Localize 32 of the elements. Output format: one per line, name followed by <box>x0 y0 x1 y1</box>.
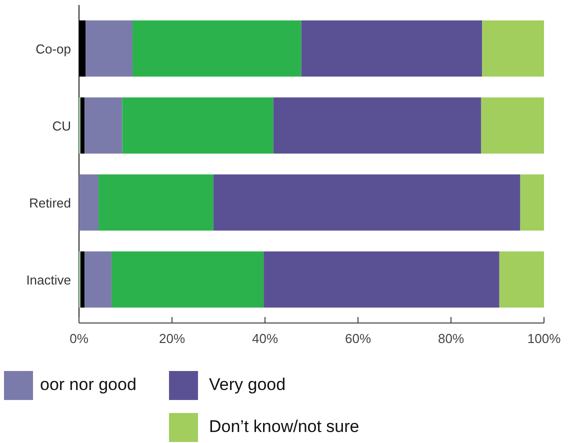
y-tick-label: Retired <box>29 196 71 210</box>
bar <box>122 97 274 154</box>
bar <box>84 97 122 154</box>
y-tick-label: Inactive <box>26 272 71 288</box>
y-tick-label: Co-op <box>36 42 71 57</box>
bar <box>112 251 264 308</box>
x-tick-label: 40% <box>252 331 278 346</box>
bar <box>80 251 85 308</box>
x-tick-label: 20% <box>158 331 186 346</box>
bar <box>79 174 99 231</box>
bar <box>79 20 86 77</box>
bar <box>84 251 112 308</box>
legend-label: Very good <box>209 375 286 394</box>
x-tick-label: 60% <box>344 331 372 346</box>
bar <box>499 251 544 308</box>
x-tick-label: 80% <box>438 331 464 346</box>
bar <box>481 97 544 154</box>
y-tick-label: CU <box>52 118 71 134</box>
legend-label: oor nor good <box>40 375 136 394</box>
bar <box>273 97 482 154</box>
x-tick-label: 100% <box>527 331 562 346</box>
x-tick-label: 0% <box>70 331 89 346</box>
bar <box>132 20 302 77</box>
bar <box>264 251 500 308</box>
bar <box>520 174 544 231</box>
bar <box>80 97 85 154</box>
bar <box>213 174 520 231</box>
bar <box>482 20 544 77</box>
bar <box>98 174 214 231</box>
bar <box>86 20 132 77</box>
legend-label: Don’t know/not sure <box>209 417 360 436</box>
bar <box>301 20 482 77</box>
